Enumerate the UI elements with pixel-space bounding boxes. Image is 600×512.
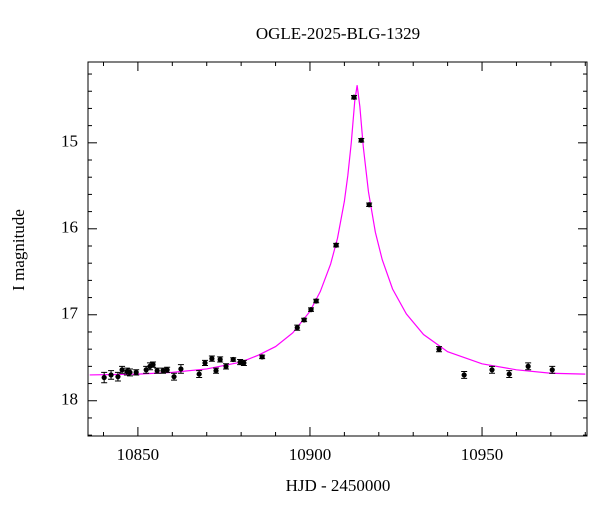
data-point: [108, 372, 114, 378]
data-point: [525, 363, 531, 369]
data-point: [209, 356, 215, 362]
data-point: [366, 202, 372, 208]
data-point: [150, 362, 156, 368]
data-point: [196, 371, 202, 377]
x-axis-label: HJD - 2450000: [286, 476, 391, 495]
y-tick-label: 18: [61, 390, 78, 409]
data-point: [143, 367, 149, 373]
data-point: [230, 356, 236, 363]
y-tick-label: 17: [61, 304, 79, 323]
data-point: [223, 363, 229, 369]
data-point: [133, 369, 139, 375]
data-point: [217, 356, 223, 363]
data-point: [294, 325, 300, 331]
data-point: [171, 374, 177, 380]
data-point: [164, 367, 170, 373]
data-point: [461, 372, 467, 378]
y-tick-label: 15: [61, 132, 78, 151]
data-point: [127, 369, 133, 375]
data-point: [549, 367, 555, 373]
x-tick-label: 10950: [461, 445, 504, 464]
data-point: [101, 374, 107, 381]
data-point: [308, 307, 314, 313]
data-point: [115, 374, 121, 380]
x-tick-label: 10900: [289, 445, 332, 464]
data-point: [301, 317, 307, 323]
data-point: [202, 360, 208, 366]
data-point: [436, 346, 442, 352]
data-point: [154, 368, 160, 374]
data-point: [358, 137, 364, 143]
y-tick-label: 16: [61, 218, 78, 237]
data-point: [313, 298, 319, 304]
data-point: [178, 366, 184, 372]
model-curve: [89, 85, 586, 376]
data-point: [241, 360, 247, 366]
data-point: [351, 94, 357, 100]
data-point: [489, 367, 495, 373]
data-point: [333, 242, 339, 248]
y-axis-label: I magnitude: [9, 209, 28, 291]
plot-frame: [87, 61, 588, 437]
x-tick-label: 10850: [117, 445, 160, 464]
data-point: [506, 371, 512, 377]
data-point: [259, 354, 265, 360]
data-point: [119, 367, 125, 373]
chart-title: OGLE-2025-BLG-1329: [256, 24, 420, 43]
data-point: [213, 368, 219, 374]
